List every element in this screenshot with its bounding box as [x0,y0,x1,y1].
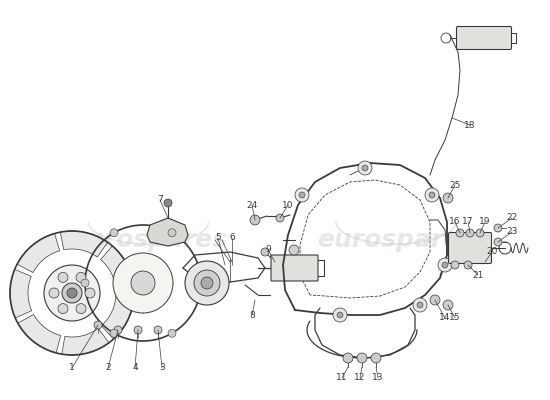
Text: 17: 17 [462,218,474,226]
Circle shape [413,298,427,312]
Text: 9: 9 [265,246,271,254]
Circle shape [371,353,381,363]
Wedge shape [10,270,32,318]
Circle shape [464,261,472,269]
Text: 11: 11 [336,374,348,382]
Circle shape [466,229,474,237]
Circle shape [76,272,86,282]
Circle shape [337,312,343,318]
Circle shape [131,271,155,295]
Circle shape [134,326,142,334]
Circle shape [442,262,448,268]
Circle shape [476,229,484,237]
Text: 8: 8 [249,310,255,320]
Circle shape [494,224,502,232]
Text: 23: 23 [507,228,518,236]
Text: 18: 18 [464,120,476,130]
Text: 5: 5 [215,234,221,242]
Circle shape [299,192,305,198]
Circle shape [261,248,269,256]
Circle shape [67,288,77,298]
Circle shape [58,272,68,282]
Circle shape [114,326,122,334]
Circle shape [333,308,347,322]
Circle shape [250,215,260,225]
Circle shape [425,188,439,202]
Circle shape [358,161,372,175]
Text: 21: 21 [472,270,483,280]
Circle shape [62,283,82,303]
Circle shape [343,353,353,363]
Circle shape [58,304,68,314]
Circle shape [201,277,213,289]
Circle shape [494,238,502,246]
Text: 7: 7 [157,196,163,204]
Text: eurospares: eurospares [69,228,228,252]
Circle shape [81,279,89,287]
Wedge shape [101,294,134,339]
Text: 25: 25 [449,180,461,190]
Wedge shape [62,328,109,355]
Text: 4: 4 [132,364,138,372]
Text: 19: 19 [479,218,491,226]
Circle shape [168,329,176,337]
Circle shape [168,229,176,237]
Text: 20: 20 [486,248,498,256]
Circle shape [417,302,423,308]
Text: 16: 16 [449,218,461,226]
Text: 24: 24 [246,200,257,210]
Text: 12: 12 [354,374,366,382]
Circle shape [276,214,284,222]
Circle shape [362,165,368,171]
Circle shape [194,270,220,296]
Text: 3: 3 [159,364,165,372]
Circle shape [49,288,59,298]
FancyBboxPatch shape [448,232,492,264]
Text: 14: 14 [439,314,450,322]
Circle shape [430,295,440,305]
Wedge shape [17,234,59,272]
Circle shape [456,229,464,237]
Wedge shape [60,231,108,257]
Text: 10: 10 [282,200,294,210]
Polygon shape [147,218,188,246]
Circle shape [76,304,86,314]
Circle shape [295,188,309,202]
Text: 15: 15 [449,314,461,322]
Circle shape [438,258,452,272]
FancyBboxPatch shape [271,255,318,281]
Text: 2: 2 [105,364,111,372]
Circle shape [185,261,229,305]
Circle shape [110,329,118,337]
Text: 22: 22 [507,214,518,222]
FancyBboxPatch shape [456,26,512,50]
Wedge shape [101,246,134,290]
Circle shape [429,192,435,198]
Wedge shape [18,314,60,353]
Text: 13: 13 [372,374,384,382]
Circle shape [44,265,100,321]
Circle shape [113,253,173,313]
Text: 6: 6 [229,234,235,242]
Circle shape [154,326,162,334]
Circle shape [443,300,453,310]
Text: 1: 1 [69,364,75,372]
Text: eurospares: eurospares [317,228,475,252]
Circle shape [94,321,102,329]
Circle shape [85,288,95,298]
Circle shape [197,279,205,287]
Circle shape [451,261,459,269]
Circle shape [164,199,172,207]
Circle shape [357,353,367,363]
Circle shape [443,193,453,203]
Circle shape [110,229,118,237]
Circle shape [289,245,299,255]
